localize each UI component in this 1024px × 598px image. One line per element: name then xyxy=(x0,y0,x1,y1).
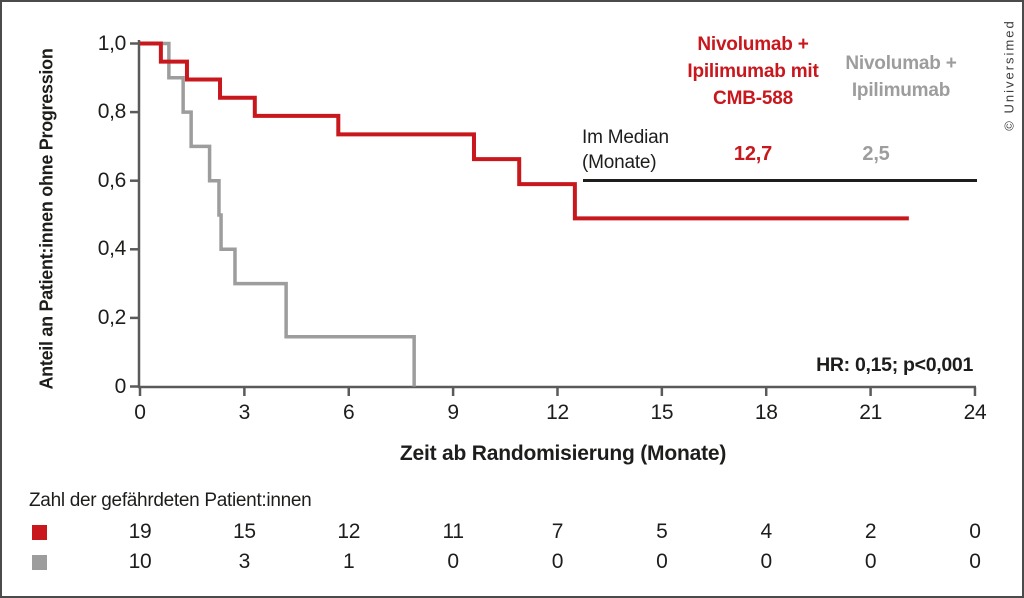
risk-count: 0 xyxy=(447,550,459,573)
risk-count: 1 xyxy=(343,550,355,573)
hr-annotation: HR: 0,15; p<0,001 xyxy=(816,354,973,376)
risk-count: 15 xyxy=(232,520,256,543)
y-tick-label: 0,6 xyxy=(97,168,127,192)
median-value-series-1: 12,7 xyxy=(733,143,773,165)
risk-count: 0 xyxy=(969,520,981,543)
risk-count: 19 xyxy=(128,520,152,543)
risk-count: 0 xyxy=(551,550,564,573)
legend-series-1: Nivolumab + Ipilimumab mit CMB-588 xyxy=(687,34,819,109)
median-label: Im Median (Monate) xyxy=(582,127,669,174)
y-tick-label: 0,2 xyxy=(97,305,127,329)
risk-count: 0 xyxy=(656,550,668,573)
copyright-credit: © Universimed xyxy=(1001,19,1017,131)
y-axis-title: Anteil an Patient:innen ohne Progression xyxy=(36,48,57,390)
risk-count: 10 xyxy=(128,550,152,573)
risk-count: 11 xyxy=(442,520,465,543)
x-axis-title: Zeit ab Randomisierung (Monate) xyxy=(399,442,727,465)
x-tick-label: 0 xyxy=(134,401,146,424)
y-tick-label: 0,4 xyxy=(97,237,127,261)
x-tick-label: 3 xyxy=(238,401,251,424)
risk-row-swatch xyxy=(32,555,47,570)
risk-count: 4 xyxy=(760,520,773,543)
risk-count: 7 xyxy=(551,520,564,543)
x-tick-label: 24 xyxy=(963,401,987,424)
x-tick-label: 9 xyxy=(447,401,459,424)
x-tick-label: 6 xyxy=(343,401,355,424)
x-tick-label: 15 xyxy=(650,401,674,424)
legend-series-2: Nivolumab + Ipilimumab xyxy=(845,53,957,101)
risk-count: 0 xyxy=(864,550,877,573)
y-tick-label: 1,0 xyxy=(97,31,127,55)
median-value-series-2: 2,5 xyxy=(862,143,890,165)
risk-count: 2 xyxy=(864,520,877,543)
risk-table-title: Zahl der gefährdeten Patient:innen xyxy=(29,490,312,511)
x-tick-label: 21 xyxy=(859,401,882,424)
y-tick-label: 0 xyxy=(114,374,127,398)
risk-count: 12 xyxy=(337,520,361,543)
risk-count: 0 xyxy=(969,550,981,573)
risk-count: 3 xyxy=(238,550,251,573)
risk-row-swatch xyxy=(32,525,47,540)
risk-count: 0 xyxy=(760,550,773,573)
risk-table-row: 10 3 1 0 0 0 0 0 0 xyxy=(2,549,1022,575)
y-tick-label: 0,8 xyxy=(97,100,127,124)
median-underline xyxy=(583,179,977,182)
risk-table-row: 19 15 12 11 7 5 4 2 0 xyxy=(2,519,1022,545)
series-curve-1 xyxy=(140,41,909,221)
x-tick-label: 12 xyxy=(546,401,569,424)
risk-count: 5 xyxy=(656,520,668,543)
series-curve-2 xyxy=(140,41,416,387)
x-tick-label: 18 xyxy=(754,401,778,424)
